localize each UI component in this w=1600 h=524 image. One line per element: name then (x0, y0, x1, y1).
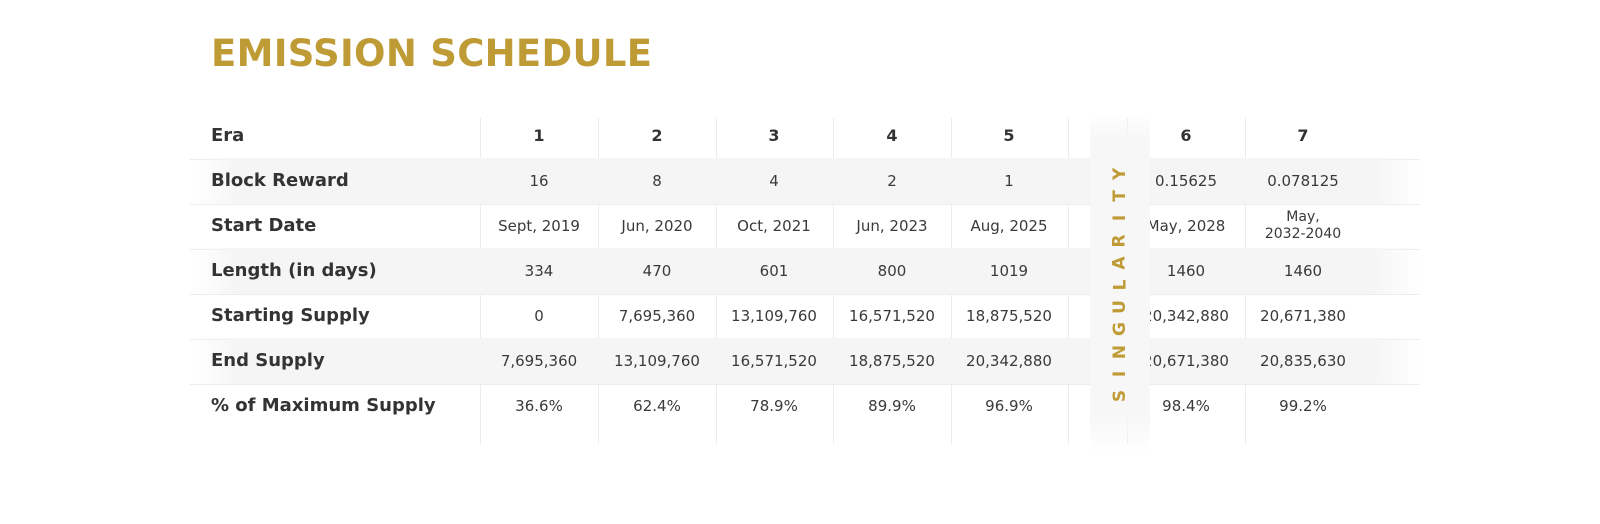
table-cell: 16 (529, 172, 549, 190)
singularity-letter: L (1110, 279, 1130, 291)
era-header-4: 4 (886, 126, 898, 145)
table-row: Length (in days) 334 470 601 800 1019 1460 1460 (190, 248, 1420, 295)
table-cell: 1 (1004, 172, 1014, 190)
era-header-3: 3 (768, 126, 780, 145)
table-cell: 18,875,520 (849, 352, 935, 370)
table-cell: 20,671,380 (1143, 352, 1229, 370)
table-cell: 99.2% (1279, 397, 1327, 415)
table-cell: 7,695,360 (618, 307, 696, 325)
table-cell: 62.4% (633, 397, 681, 415)
table-row: Starting Supply 0 7,695,360 13,109,760 16,57… (190, 293, 1420, 340)
table-cell: 1460 (1283, 262, 1323, 280)
era-header-7: 7 (1297, 126, 1309, 145)
table-cell: 0.15625 (1154, 172, 1218, 190)
singularity-divider (1090, 113, 1150, 453)
row-label: % of Maximum Supply (211, 395, 436, 416)
table-cell: 334 (524, 262, 554, 280)
table-cell: 16,571,520 (731, 352, 817, 370)
table-cell: 96.9% (985, 397, 1033, 415)
table-cell: May, 2028 (1146, 217, 1226, 235)
table-cell: 20,342,880 (1143, 307, 1229, 325)
table-cell: 98.4% (1162, 397, 1210, 415)
singularity-letter: I (1109, 215, 1130, 222)
table-row: End Supply 7,695,360 13,109,760 16,571,520 1… (190, 338, 1420, 385)
row-label: Block Reward (211, 170, 349, 191)
table-cell: 601 (759, 262, 789, 280)
table-cell: 13,109,760 (614, 352, 700, 370)
singularity-letter: S (1110, 389, 1130, 402)
table-cell: 13,109,760 (731, 307, 817, 325)
table-cell: Sept, 2019 (498, 217, 580, 235)
table-cell: 1460 (1166, 262, 1206, 280)
table-cell: 78.9% (750, 397, 798, 415)
singularity-letter: T (1109, 190, 1130, 202)
table-cell: May, 2032-2040 (1264, 209, 1342, 242)
singularity-letter: I (1109, 370, 1130, 377)
era-header-1: 1 (533, 126, 545, 145)
table-cell: 8 (652, 172, 662, 190)
row-label: Start Date (211, 215, 317, 236)
era-header-2: 2 (651, 126, 663, 145)
table-cell: 20,671,380 (1260, 307, 1346, 325)
table-cell: Jun, 2023 (856, 217, 928, 235)
table-cell: Oct, 2021 (737, 217, 811, 235)
singularity-letter: A (1109, 256, 1130, 270)
header-label: Era (211, 125, 245, 146)
row-label: End Supply (211, 350, 325, 371)
table-cell: 800 (877, 262, 907, 280)
row-label: Starting Supply (211, 305, 370, 326)
table-cell: 1019 (989, 262, 1029, 280)
table-cell: 4 (769, 172, 779, 190)
table-cell: 20,342,880 (966, 352, 1052, 370)
table-cell: 20,835,630 (1260, 352, 1346, 370)
era-header-5: 5 (1003, 126, 1015, 145)
table-cell: 470 (642, 262, 672, 280)
era-header-6: 6 (1180, 126, 1192, 145)
row-label: Length (in days) (211, 260, 377, 281)
table-cell: 16,571,520 (849, 307, 935, 325)
table-cell: 18,875,520 (966, 307, 1052, 325)
singularity-letter: R (1110, 234, 1130, 248)
singularity-letter: G (1110, 322, 1130, 337)
table-cell: 0.078125 (1267, 172, 1339, 190)
table-cell: 0 (534, 307, 544, 325)
table-cell: Jun, 2020 (621, 217, 693, 235)
table-cell: 2 (887, 172, 897, 190)
table-row: % of Maximum Supply 36.6% 62.4% 78.9% 89.9% 9… (190, 383, 1420, 429)
singularity-letter: N (1109, 344, 1130, 359)
table-cell: 89.9% (868, 397, 916, 415)
singularity-letter: Y (1110, 167, 1130, 181)
table-header-row: Era 1 2 3 4 5 6 7 (190, 113, 1420, 160)
table-cell: Aug, 2025 (970, 217, 1048, 235)
table-row: Block Reward 16 8 4 2 1 0.15625 0.078125 (190, 158, 1420, 205)
table-cell: 7,695,360 (500, 352, 578, 370)
table-cell: 36.6% (515, 397, 563, 415)
singularity-letter: U (1110, 300, 1130, 315)
page-title: EMISSION SCHEDULE (211, 32, 653, 75)
table-row: Start Date Sept, 2019 Jun, 2020 Oct, 2021 Ju… (190, 203, 1420, 250)
